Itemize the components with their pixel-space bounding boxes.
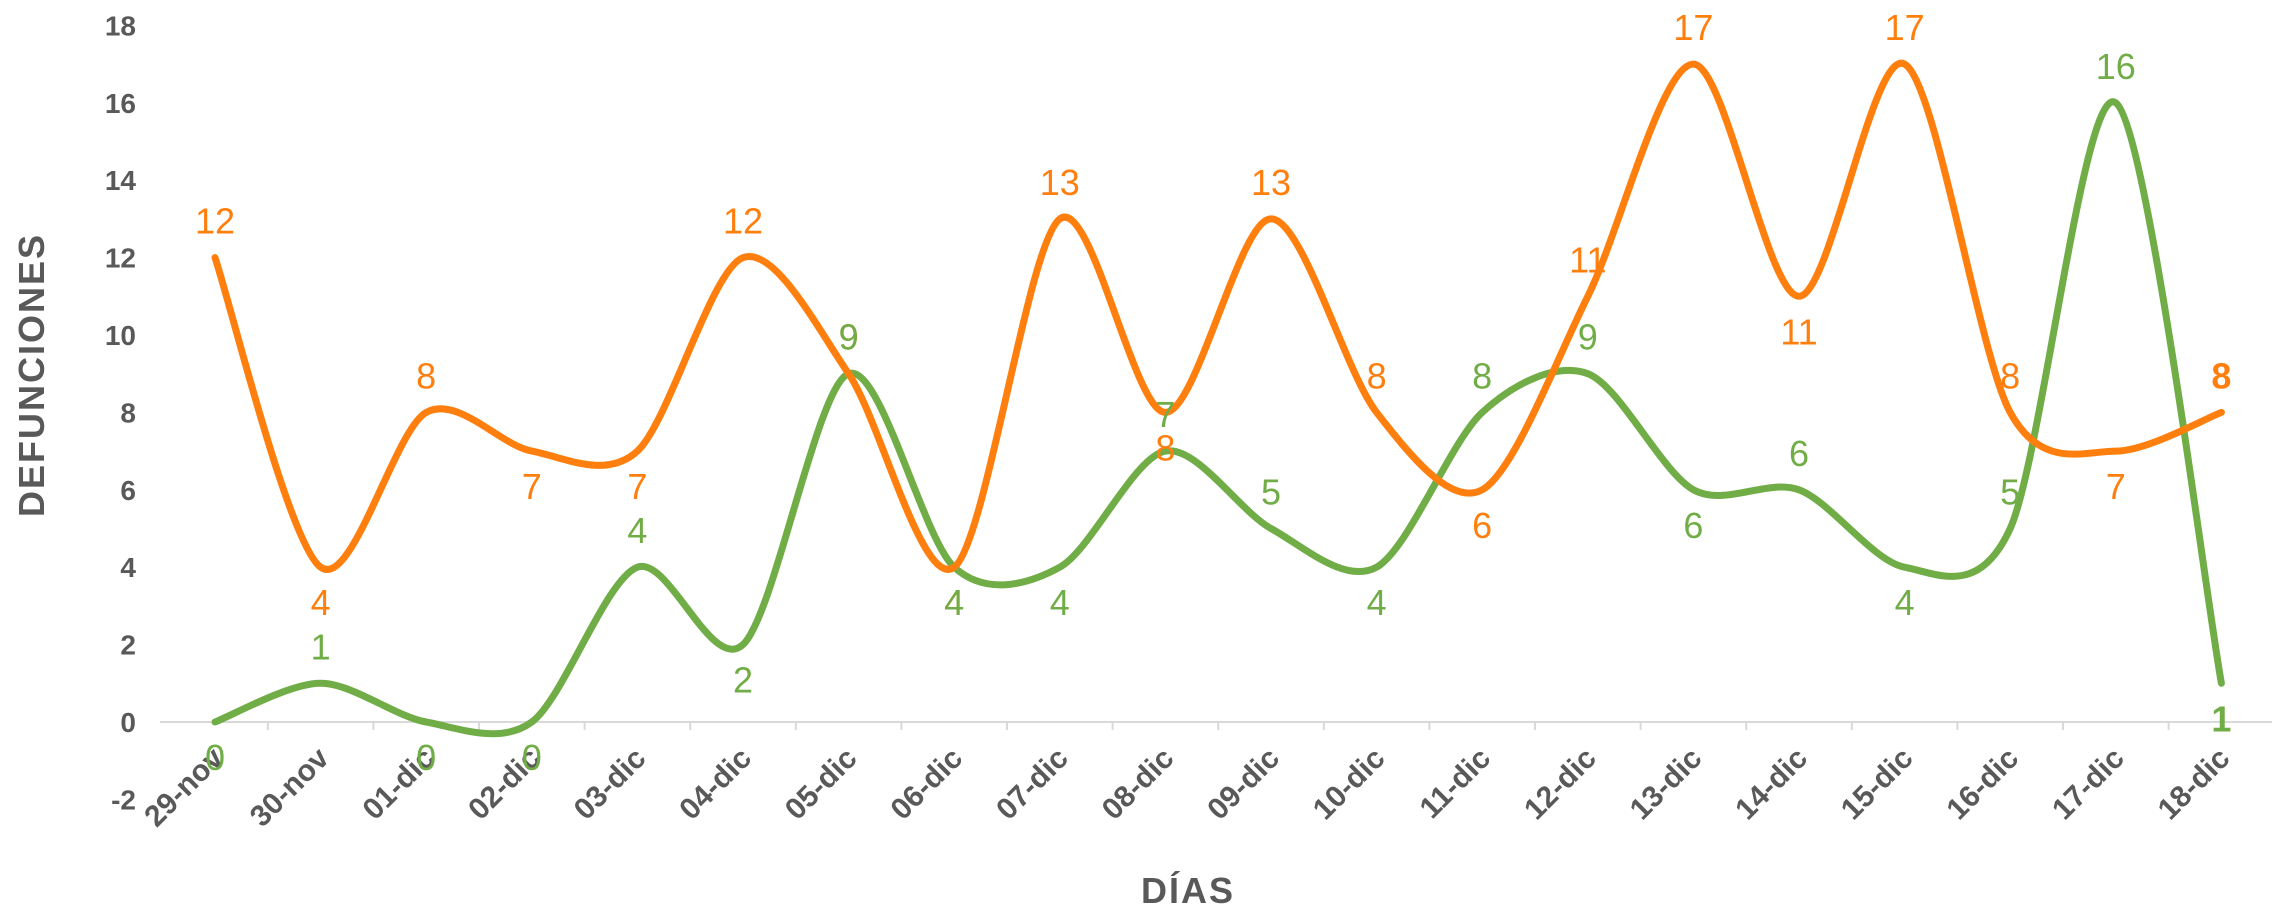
data-label: 13 <box>1251 162 1291 203</box>
data-label: 4 <box>944 582 964 623</box>
data-label: 11 <box>1780 311 1817 352</box>
y-tick-label: 4 <box>120 552 136 583</box>
y-tick-label: 8 <box>120 397 136 428</box>
series-lines <box>211 60 2225 738</box>
data-label: 16 <box>2096 46 2136 87</box>
y-tick-label: 10 <box>105 320 136 351</box>
series-line-2 <box>211 98 2225 738</box>
y-tick-label: 2 <box>120 630 136 661</box>
x-tick-label: 12-dic <box>1518 742 1603 827</box>
x-tick-label: 06-dic <box>884 742 969 827</box>
x-tick-label: 14-dic <box>1729 742 1814 827</box>
x-tick-label: 30-nov <box>244 741 336 833</box>
data-label: 6 <box>1789 433 1809 474</box>
x-tick-label: 03-dic <box>568 742 653 827</box>
data-label: 4 <box>1367 582 1387 623</box>
data-label: 7 <box>2106 466 2126 507</box>
data-label: 0 <box>416 737 436 778</box>
x-axis-title: DÍAS <box>1141 870 1235 911</box>
data-label: 8 <box>1155 427 1175 468</box>
data-label: 17 <box>1885 7 1925 48</box>
x-tick-label: 13-dic <box>1624 742 1709 827</box>
y-tick-label: 6 <box>120 475 136 506</box>
x-tick-label: 10-dic <box>1307 742 1392 827</box>
data-label: 8 <box>2211 355 2231 396</box>
data-label: 4 <box>311 582 331 623</box>
x-tick-label: 15-dic <box>1835 742 1920 827</box>
y-tick-label: 18 <box>105 10 136 41</box>
data-label: 1 <box>2211 698 2231 739</box>
data-label: 1 <box>311 626 331 667</box>
y-tick-label: 0 <box>120 707 136 738</box>
x-tick-label: 16-dic <box>1940 742 2025 827</box>
data-label: 11 <box>1569 239 1606 280</box>
y-axis-title: DEFUNCIONES <box>11 233 52 517</box>
data-label: 6 <box>1472 505 1492 546</box>
data-label: 17 <box>1673 7 1713 48</box>
data-label: 4 <box>1050 582 1070 623</box>
data-label: 4 <box>627 510 647 551</box>
x-tick-label: 17-dic <box>2046 742 2131 827</box>
data-label: 4 <box>944 582 964 623</box>
data-label: 7 <box>1155 394 1175 435</box>
y-tick-label: 16 <box>105 88 136 119</box>
data-label: 7 <box>522 466 542 507</box>
x-tick-label: 05-dic <box>779 742 864 827</box>
data-label: 9 <box>839 317 859 358</box>
x-tick-label: 09-dic <box>1201 742 1286 827</box>
x-tick-label: 08-dic <box>1096 742 1181 827</box>
data-label: 8 <box>1472 355 1492 396</box>
data-label: 4 <box>1895 582 1915 623</box>
data-label: 8 <box>1367 355 1387 396</box>
y-tick-label: -2 <box>111 784 136 815</box>
series-line-1 <box>211 60 2225 573</box>
data-label: 0 <box>205 737 225 778</box>
data-label: 7 <box>627 466 647 507</box>
data-label: 2 <box>733 660 753 701</box>
y-tick-label: 14 <box>105 165 137 196</box>
data-label: 9 <box>839 317 859 358</box>
data-label: 12 <box>723 201 763 242</box>
x-tick-label: 18-dic <box>2152 742 2237 827</box>
y-tick-label: 12 <box>105 243 136 274</box>
data-label: 8 <box>416 355 436 396</box>
data-label: 12 <box>195 201 235 242</box>
data-label: 8 <box>2000 355 2020 396</box>
data-label: 5 <box>2000 472 2020 513</box>
data-label: 5 <box>1261 472 1281 513</box>
x-tick-label: 11-dic <box>1414 742 1497 825</box>
data-label: 0 <box>522 737 542 778</box>
data-label: 13 <box>1040 162 1080 203</box>
x-tick-label: 07-dic <box>990 742 1075 827</box>
data-label: 9 <box>1578 317 1598 358</box>
x-tick-label: 04-dic <box>673 742 758 827</box>
data-label: 6 <box>1683 505 1703 546</box>
